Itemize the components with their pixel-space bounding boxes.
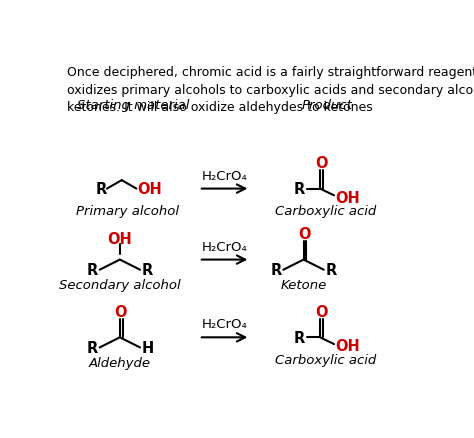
Text: O: O bbox=[299, 226, 311, 241]
Text: Carboxylic acid: Carboxylic acid bbox=[275, 353, 376, 366]
Text: R: R bbox=[87, 340, 98, 355]
Text: H₂CrO₄: H₂CrO₄ bbox=[201, 169, 247, 182]
Text: R: R bbox=[270, 263, 282, 278]
Text: Starting material: Starting material bbox=[76, 99, 189, 111]
Text: OH: OH bbox=[335, 190, 359, 205]
Text: R: R bbox=[87, 263, 98, 278]
Text: Primary alcohol: Primary alcohol bbox=[76, 205, 179, 218]
Text: R: R bbox=[326, 263, 337, 278]
Text: H₂CrO₄: H₂CrO₄ bbox=[201, 240, 247, 253]
Text: R: R bbox=[294, 182, 305, 197]
Text: R: R bbox=[142, 263, 153, 278]
Text: O: O bbox=[315, 155, 328, 171]
Text: H: H bbox=[142, 340, 154, 355]
Text: ketones. It will also oxidize aldehydes to ketones: ketones. It will also oxidize aldehydes … bbox=[66, 101, 373, 114]
Text: OH: OH bbox=[137, 182, 162, 197]
Text: Once deciphered, chromic acid is a fairly straightforward reagent. It: Once deciphered, chromic acid is a fairl… bbox=[66, 66, 474, 79]
Text: Secondary alcohol: Secondary alcohol bbox=[59, 279, 181, 292]
Text: R: R bbox=[96, 182, 107, 197]
Text: Ketone: Ketone bbox=[281, 279, 327, 292]
Text: OH: OH bbox=[108, 232, 132, 247]
Text: OH: OH bbox=[335, 339, 359, 353]
Text: Product: Product bbox=[302, 99, 353, 111]
Text: R: R bbox=[294, 330, 305, 345]
Text: O: O bbox=[115, 304, 127, 319]
Text: H₂CrO₄: H₂CrO₄ bbox=[201, 318, 247, 331]
Text: oxidizes primary alcohols to carboxylic acids and secondary alcohols to: oxidizes primary alcohols to carboxylic … bbox=[66, 84, 474, 96]
Text: O: O bbox=[315, 304, 328, 319]
Text: Aldehyde: Aldehyde bbox=[89, 357, 151, 369]
Text: Carboxylic acid: Carboxylic acid bbox=[275, 205, 376, 218]
